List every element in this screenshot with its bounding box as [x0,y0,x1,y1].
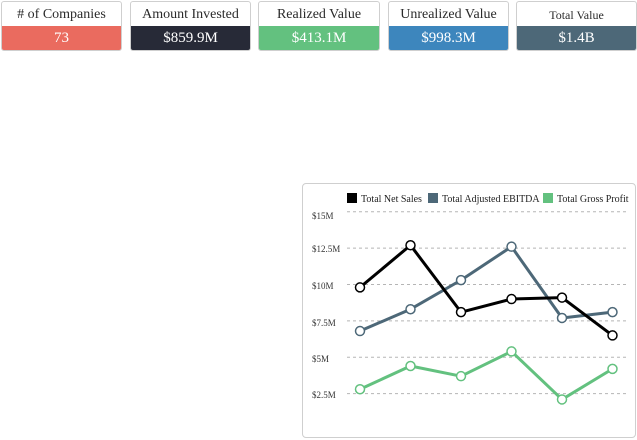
series-line [359,349,614,401]
legend-label-net-sales[interactable]: Total Net Sales [361,194,422,205]
series-total-net-sales [354,239,618,341]
legend-swatch-gross-profit[interactable] [543,193,553,203]
kpi-value: $413.1M [259,26,379,50]
y-tick-label: $12.5M [312,244,340,254]
legend-label-gross-profit[interactable]: Total Gross Profit [557,194,629,205]
y-tick-label: $5M [312,354,329,364]
y-tick-label: $7.5M [312,318,336,328]
line-chart: Total Net Sales Total Adjusted EBITDA To… [312,193,629,405]
data-point[interactable] [354,384,366,395]
data-point[interactable] [455,274,467,286]
legend-swatch-adjusted-ebitda[interactable] [428,193,438,203]
kpi-value: $859.9M [131,26,250,50]
data-point[interactable] [354,325,366,337]
data-point[interactable] [556,394,568,405]
chart-legend: Total Net Sales Total Adjusted EBITDA To… [347,193,629,205]
kpi-value: $998.3M [389,26,508,50]
kpi-label: Amount Invested [142,7,239,22]
series-line [359,245,613,333]
data-point[interactable] [607,363,618,375]
data-point[interactable] [455,306,467,318]
kpi-label: Total Value [549,8,604,22]
legend-swatch-net-sales[interactable] [347,193,357,203]
data-point[interactable] [455,370,467,382]
kpi-value: $1.4B [517,26,636,50]
chart-series [354,239,618,405]
y-tick-label: $10M [312,281,334,291]
data-point[interactable] [556,292,568,303]
line-chart-card: Total Net Sales Total Adjusted EBITDA To… [302,183,636,438]
kpi-amount-invested: Amount Invested $859.9M [130,1,251,51]
kpi-unrealized-value: Unrealized Value $998.3M [388,1,509,51]
data-point[interactable] [556,312,568,324]
data-point[interactable] [607,306,618,318]
kpi-value: 73 [2,26,121,50]
kpi-label: Realized Value [276,7,362,22]
kpi-companies: # of Companies 73 [1,1,122,51]
data-point[interactable] [506,241,517,252]
series-total-gross-profit [354,346,618,405]
data-point[interactable] [354,282,366,293]
kpi-total-value: Total Value $1.4B [516,1,637,51]
y-tick-label: $2.5M [312,390,336,400]
kpi-label: Unrealized Value [400,7,497,22]
data-point[interactable] [405,239,416,251]
y-axis-tick-labels: $15M $12.5M $10M $7.5M $5M $2.5M [312,211,340,400]
data-point[interactable] [405,303,416,315]
data-point[interactable] [405,360,416,372]
data-point[interactable] [607,330,618,341]
data-point[interactable] [506,346,517,357]
kpi-realized-value: Realized Value $413.1M [258,1,380,51]
chart-grid [347,211,627,395]
y-tick-label: $15M [312,211,334,221]
series-line [359,243,614,337]
legend-label-adjusted-ebitda[interactable]: Total Adjusted EBITDA [442,194,540,205]
series-total-adjusted-ebitda [354,241,618,337]
kpi-label: # of Companies [17,7,106,22]
data-point[interactable] [506,293,517,305]
